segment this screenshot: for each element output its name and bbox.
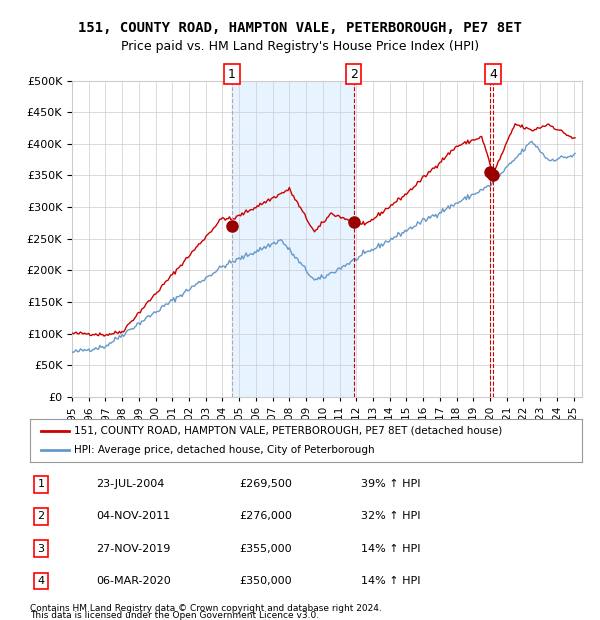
Text: 2: 2 — [37, 512, 44, 521]
Text: £355,000: £355,000 — [240, 544, 292, 554]
Text: 1: 1 — [228, 68, 236, 81]
Text: 3: 3 — [38, 544, 44, 554]
Text: Price paid vs. HM Land Registry's House Price Index (HPI): Price paid vs. HM Land Registry's House … — [121, 40, 479, 53]
Text: £269,500: £269,500 — [240, 479, 293, 489]
Text: 27-NOV-2019: 27-NOV-2019 — [96, 544, 170, 554]
Text: £350,000: £350,000 — [240, 576, 292, 586]
Text: 14% ↑ HPI: 14% ↑ HPI — [361, 544, 421, 554]
Text: 4: 4 — [37, 576, 44, 586]
Text: HPI: Average price, detached house, City of Peterborough: HPI: Average price, detached house, City… — [74, 445, 375, 454]
Text: 4: 4 — [489, 68, 497, 81]
Text: 39% ↑ HPI: 39% ↑ HPI — [361, 479, 421, 489]
Text: 151, COUNTY ROAD, HAMPTON VALE, PETERBOROUGH, PE7 8ET (detached house): 151, COUNTY ROAD, HAMPTON VALE, PETERBOR… — [74, 426, 502, 436]
Text: 23-JUL-2004: 23-JUL-2004 — [96, 479, 164, 489]
Text: £276,000: £276,000 — [240, 512, 293, 521]
Text: 04-NOV-2011: 04-NOV-2011 — [96, 512, 170, 521]
Text: 14% ↑ HPI: 14% ↑ HPI — [361, 576, 421, 586]
Bar — [232, 81, 353, 397]
Text: 1: 1 — [38, 479, 44, 489]
Text: 32% ↑ HPI: 32% ↑ HPI — [361, 512, 421, 521]
Text: 06-MAR-2020: 06-MAR-2020 — [96, 576, 171, 586]
Text: 2: 2 — [350, 68, 358, 81]
Text: This data is licensed under the Open Government Licence v3.0.: This data is licensed under the Open Gov… — [30, 611, 319, 620]
Text: 151, COUNTY ROAD, HAMPTON VALE, PETERBOROUGH, PE7 8ET: 151, COUNTY ROAD, HAMPTON VALE, PETERBOR… — [78, 21, 522, 35]
Text: Contains HM Land Registry data © Crown copyright and database right 2024.: Contains HM Land Registry data © Crown c… — [30, 603, 382, 613]
